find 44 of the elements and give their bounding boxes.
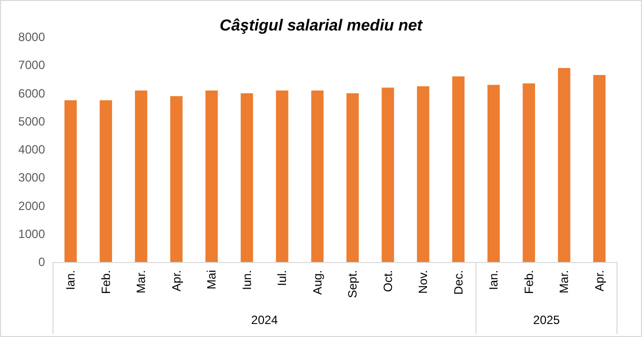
- bar: [416, 86, 430, 262]
- text: 2025: [533, 313, 560, 327]
- y-tick-label: 0: [38, 255, 46, 269]
- x-tick-label: Feb.: [522, 270, 536, 294]
- bar: [134, 90, 148, 262]
- x-tick-label: Ian.: [486, 270, 501, 290]
- y-tick-label: 4000: [18, 142, 46, 156]
- bar: [346, 93, 359, 262]
- x-tick-label: Iun.: [240, 270, 254, 290]
- x-tick-label: Iul.: [275, 270, 290, 286]
- bar: [593, 74, 606, 262]
- y-tick-label: 3000: [18, 170, 46, 185]
- x-tick-label: Oct.: [380, 270, 395, 292]
- y-tick-label: 6000: [18, 86, 46, 100]
- x-tick-label: Feb.: [98, 270, 113, 294]
- x-tick-label: Dec.: [451, 270, 466, 295]
- chart-title: Câştigul salarial mediu net: [220, 18, 424, 34]
- bar: [240, 93, 254, 262]
- bar: [311, 90, 324, 262]
- bar: [452, 76, 465, 262]
- x-tick-label: Aug.: [310, 270, 324, 295]
- x-tick-label: Ian.: [64, 270, 78, 290]
- bar: [170, 96, 183, 262]
- y-tick-label: 5000: [18, 114, 46, 128]
- x-tick-label: Sept.: [346, 270, 360, 298]
- text: 2024: [251, 313, 278, 327]
- y-tick-label: 2000: [18, 198, 46, 213]
- y-tick-label: 1000: [18, 226, 46, 241]
- bar: [558, 68, 570, 262]
- x-tick-label: Mar.: [134, 270, 148, 294]
- x-tick-label: Mai: [204, 270, 219, 290]
- bar: [100, 100, 112, 262]
- bar: [522, 83, 536, 262]
- y-tick-label: 8000: [18, 30, 46, 44]
- bar: [205, 90, 218, 262]
- x-tick-label: Apr.: [592, 270, 606, 292]
- x-tick-label: Apr.: [169, 270, 184, 292]
- bar: [64, 100, 77, 262]
- y-tick-label: 7000: [18, 58, 46, 72]
- bar: [487, 84, 500, 262]
- x-tick-label: Nov.: [416, 270, 430, 294]
- bar: [276, 90, 288, 262]
- bar: [382, 88, 394, 262]
- x-tick-label: Mar.: [557, 270, 572, 294]
